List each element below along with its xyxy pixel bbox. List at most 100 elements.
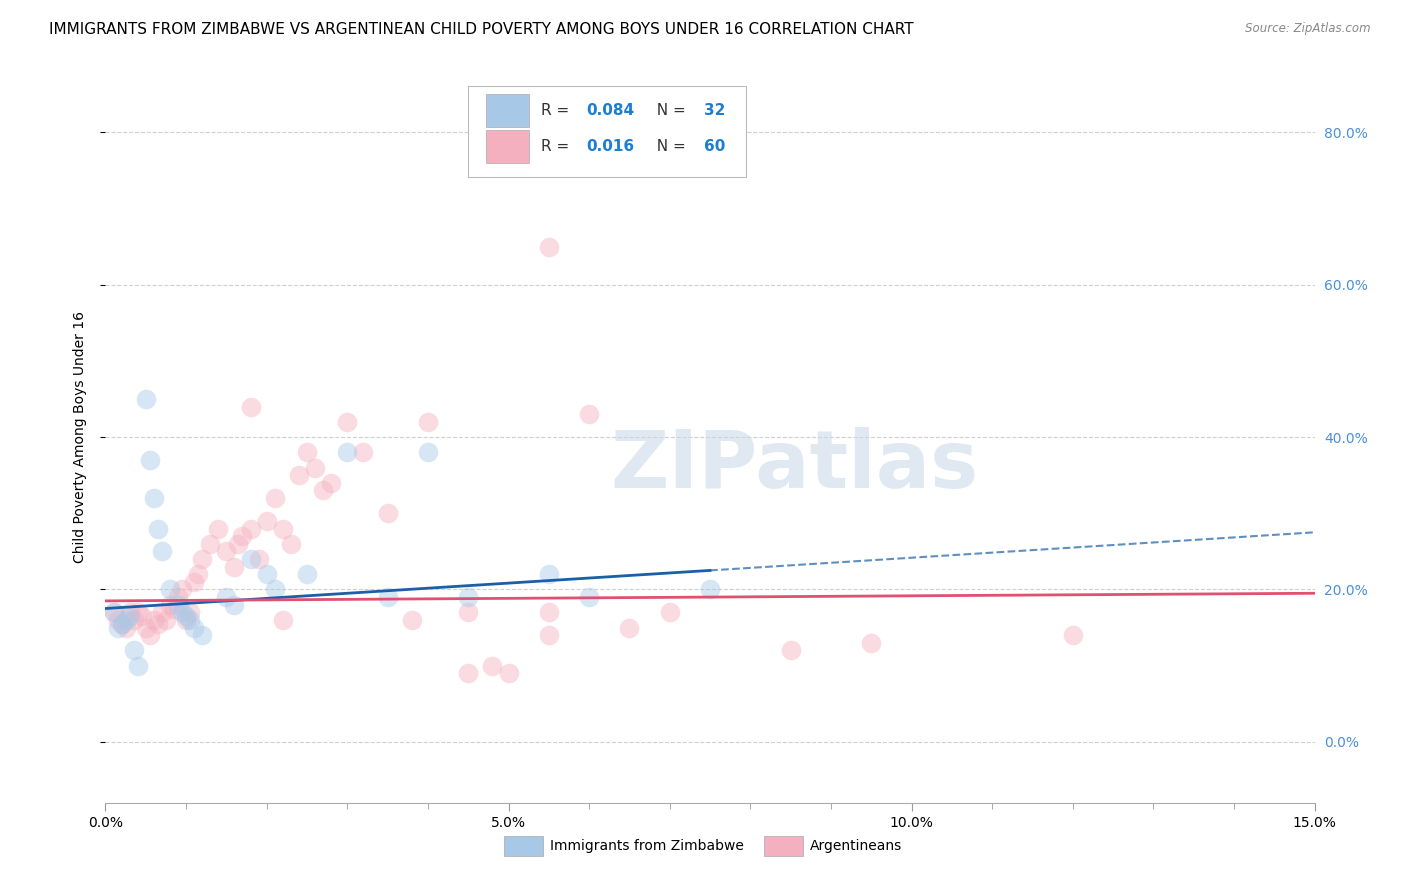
Point — [118, 609, 141, 624]
Point — [416, 445, 439, 459]
Text: IMMIGRANTS FROM ZIMBABWE VS ARGENTINEAN CHILD POVERTY AMONG BOYS UNDER 16 CORREL: IMMIGRANTS FROM ZIMBABWE VS ARGENTINEAN … — [49, 22, 914, 37]
Point — [288, 468, 311, 483]
Text: 0.084: 0.084 — [586, 103, 636, 118]
Text: R =: R = — [541, 139, 574, 153]
Point — [416, 415, 439, 429]
Point — [179, 613, 201, 627]
FancyBboxPatch shape — [765, 836, 803, 856]
Text: ZIPatlas: ZIPatlas — [610, 427, 979, 506]
Point — [114, 613, 136, 627]
Point — [457, 590, 479, 604]
Point — [457, 666, 479, 681]
Point — [200, 537, 222, 551]
Point — [170, 605, 193, 619]
Point — [377, 506, 399, 520]
Point — [321, 475, 343, 490]
Point — [537, 239, 560, 253]
Point — [159, 598, 181, 612]
Point — [215, 590, 238, 604]
Point — [127, 658, 149, 673]
Point — [110, 616, 132, 631]
Y-axis label: Child Poverty Among Boys Under 16: Child Poverty Among Boys Under 16 — [73, 311, 87, 563]
Point — [155, 613, 177, 627]
Point — [377, 590, 399, 604]
Point — [174, 613, 197, 627]
Point — [280, 537, 302, 551]
Point — [135, 621, 157, 635]
Point — [183, 621, 205, 635]
FancyBboxPatch shape — [486, 94, 529, 127]
Text: 32: 32 — [704, 103, 725, 118]
Point — [336, 415, 359, 429]
Point — [170, 582, 193, 597]
Text: 60: 60 — [704, 139, 725, 153]
Point — [1062, 628, 1084, 642]
Point — [135, 392, 157, 406]
Point — [537, 628, 560, 642]
Point — [167, 590, 190, 604]
Point — [256, 514, 278, 528]
Point — [122, 643, 145, 657]
Text: 0.016: 0.016 — [586, 139, 636, 153]
Point — [142, 613, 165, 627]
Point — [295, 445, 318, 459]
Point — [537, 605, 560, 619]
Point — [263, 491, 285, 505]
Point — [779, 643, 801, 657]
Point — [131, 609, 153, 624]
Point — [224, 598, 246, 612]
Point — [167, 598, 190, 612]
Point — [228, 537, 250, 551]
FancyBboxPatch shape — [468, 86, 747, 178]
Text: Source: ZipAtlas.com: Source: ZipAtlas.com — [1246, 22, 1371, 36]
Point — [619, 621, 641, 635]
Point — [578, 407, 600, 421]
Point — [215, 544, 238, 558]
Point — [263, 582, 285, 597]
Text: N =: N = — [647, 139, 690, 153]
Point — [107, 613, 129, 627]
Point — [103, 605, 125, 619]
Text: N =: N = — [647, 103, 690, 118]
FancyBboxPatch shape — [486, 130, 529, 163]
Point — [127, 605, 149, 619]
Point — [239, 400, 262, 414]
Point — [159, 582, 181, 597]
Point — [231, 529, 253, 543]
Point — [118, 605, 141, 619]
Point — [183, 574, 205, 589]
Point — [699, 582, 721, 597]
Point — [114, 621, 136, 635]
Point — [271, 613, 294, 627]
Point — [578, 590, 600, 604]
Point — [658, 605, 681, 619]
Point — [191, 628, 214, 642]
Point — [207, 521, 229, 535]
Point — [537, 567, 560, 582]
Point — [139, 453, 162, 467]
Text: Argentineans: Argentineans — [810, 839, 903, 853]
Point — [239, 552, 262, 566]
Point — [312, 483, 335, 498]
Text: Immigrants from Zimbabwe: Immigrants from Zimbabwe — [550, 839, 744, 853]
Point — [352, 445, 374, 459]
Point — [401, 613, 423, 627]
Point — [271, 521, 294, 535]
Point — [224, 559, 246, 574]
Point — [146, 521, 169, 535]
Point — [150, 605, 173, 619]
Point — [457, 605, 479, 619]
Point — [179, 605, 201, 619]
FancyBboxPatch shape — [505, 836, 543, 856]
Point — [139, 628, 162, 642]
Point — [247, 552, 270, 566]
Point — [256, 567, 278, 582]
Text: R =: R = — [541, 103, 574, 118]
Point — [304, 460, 326, 475]
Point — [336, 445, 359, 459]
Point — [191, 552, 214, 566]
Point — [860, 636, 883, 650]
Point — [142, 491, 165, 505]
Point — [295, 567, 318, 582]
Point — [163, 601, 186, 615]
